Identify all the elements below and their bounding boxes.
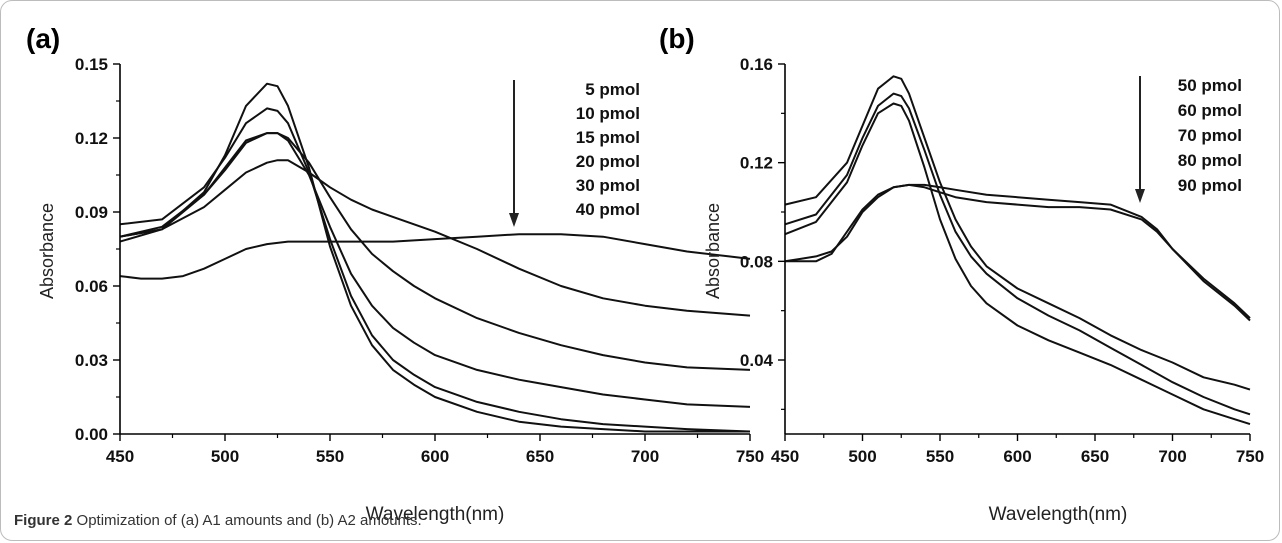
chart-panel-a: (a) Wavelength(nm) Absorbance 450 500 550 6… xyxy=(26,23,764,525)
plot-lines-b xyxy=(784,75,1251,426)
legend-label-a-6: 40 pmol xyxy=(576,200,640,219)
series-line-a-4 xyxy=(119,132,751,371)
series-line-a-1 xyxy=(119,82,750,433)
x-tick-label-a-500: 500 xyxy=(211,447,239,466)
series-line-a-6 xyxy=(119,233,751,280)
legend-label-a-3: 15 pmol xyxy=(576,128,640,147)
x-tick-label-b-500: 500 xyxy=(848,447,876,466)
axes-b: 450 500 550 600 650 700 750 0.04 0.08 0.12 0.16 xyxy=(740,55,1264,466)
y-tick-label-b-0: 0.04 xyxy=(740,351,774,370)
legend-b: 50 pmol 60 pmol 70 pmol 80 pmol 90 pmol xyxy=(1135,76,1242,203)
panel-label-a: (a) xyxy=(26,23,60,54)
y-tick-label-b-1: 0.08 xyxy=(740,252,773,271)
x-tick-label-a-700: 700 xyxy=(631,447,659,466)
series-line-a-2 xyxy=(119,107,751,433)
y-axis-label-b: Absorbance xyxy=(703,203,723,299)
x-tick-label-b-550: 550 xyxy=(926,447,954,466)
caption-text: Optimization of (a) A1 amounts and (b) A… xyxy=(76,512,422,529)
x-tick-label-b-450: 450 xyxy=(771,447,799,466)
chart-panel-b: (b) Wavelength(nm) Absorbance 450 500 550 6… xyxy=(659,23,1264,525)
x-tick-label-a-550: 550 xyxy=(316,447,344,466)
x-axis-label-b: Wavelength(nm) xyxy=(989,504,1128,525)
y-axis-label-a: Absorbance xyxy=(37,203,57,299)
axes-a: 450 500 550 600 650 700 750 0.00 0.03 0.06 0.09 0.1… xyxy=(75,55,764,466)
series-line-b-1 xyxy=(784,75,1251,391)
y-tick-label-b-2: 0.12 xyxy=(740,154,773,173)
series-line-b-3 xyxy=(784,102,1251,426)
y-tick-label-a-5: 0.15 xyxy=(75,55,108,74)
x-tick-label-b-600: 600 xyxy=(1003,447,1031,466)
series-line-b-2 xyxy=(784,92,1251,416)
x-tick-label-a-750: 750 xyxy=(736,447,764,466)
x-tick-label-a-600: 600 xyxy=(421,447,449,466)
y-tick-label-a-4: 0.12 xyxy=(75,129,108,148)
series-line-b-5 xyxy=(785,183,1251,319)
y-tick-label-a-1: 0.03 xyxy=(75,351,108,370)
legend-label-a-4: 20 pmol xyxy=(576,152,640,171)
legend-label-a-2: 10 pmol xyxy=(576,104,640,123)
legend-arrow-head-a xyxy=(509,213,519,227)
legend-label-b-3: 70 pmol xyxy=(1178,126,1242,145)
panel-label-b: (b) xyxy=(659,23,695,54)
x-tick-label-b-700: 700 xyxy=(1158,447,1186,466)
plot-lines-a xyxy=(119,82,751,433)
x-tick-label-a-650: 650 xyxy=(526,447,554,466)
y-tick-label-a-2: 0.06 xyxy=(75,277,108,296)
legend-arrow-head-b xyxy=(1135,189,1145,203)
caption-label: Figure 2 xyxy=(14,512,73,529)
series-line-a-3 xyxy=(119,132,751,408)
y-tick-label-b-3: 0.16 xyxy=(740,55,773,74)
x-tick-label-a-450: 450 xyxy=(106,447,134,466)
x-axis-label-a: Wavelength(nm) xyxy=(366,504,505,525)
legend-a: 5 pmol 10 pmol 15 pmol 20 pmol 30 pmol 40 pmo… xyxy=(509,80,640,227)
y-tick-label-a-0: 0.00 xyxy=(75,425,108,444)
legend-label-b-2: 60 pmol xyxy=(1178,101,1242,120)
legend-label-b-5: 90 pmol xyxy=(1178,176,1242,195)
x-tick-label-b-750: 750 xyxy=(1236,447,1264,466)
legend-label-b-1: 50 pmol xyxy=(1178,76,1242,95)
legend-label-b-4: 80 pmol xyxy=(1178,151,1242,170)
series-line-b-4 xyxy=(784,183,1251,322)
legend-label-a-5: 30 pmol xyxy=(576,176,640,195)
figure-caption: Figure 2 Optimization of (a) A1 amounts … xyxy=(14,512,422,529)
y-tick-label-a-3: 0.09 xyxy=(75,203,108,222)
series-line-a-5 xyxy=(119,159,751,317)
legend-label-a-1: 5 pmol xyxy=(585,80,640,99)
x-tick-label-b-650: 650 xyxy=(1081,447,1109,466)
